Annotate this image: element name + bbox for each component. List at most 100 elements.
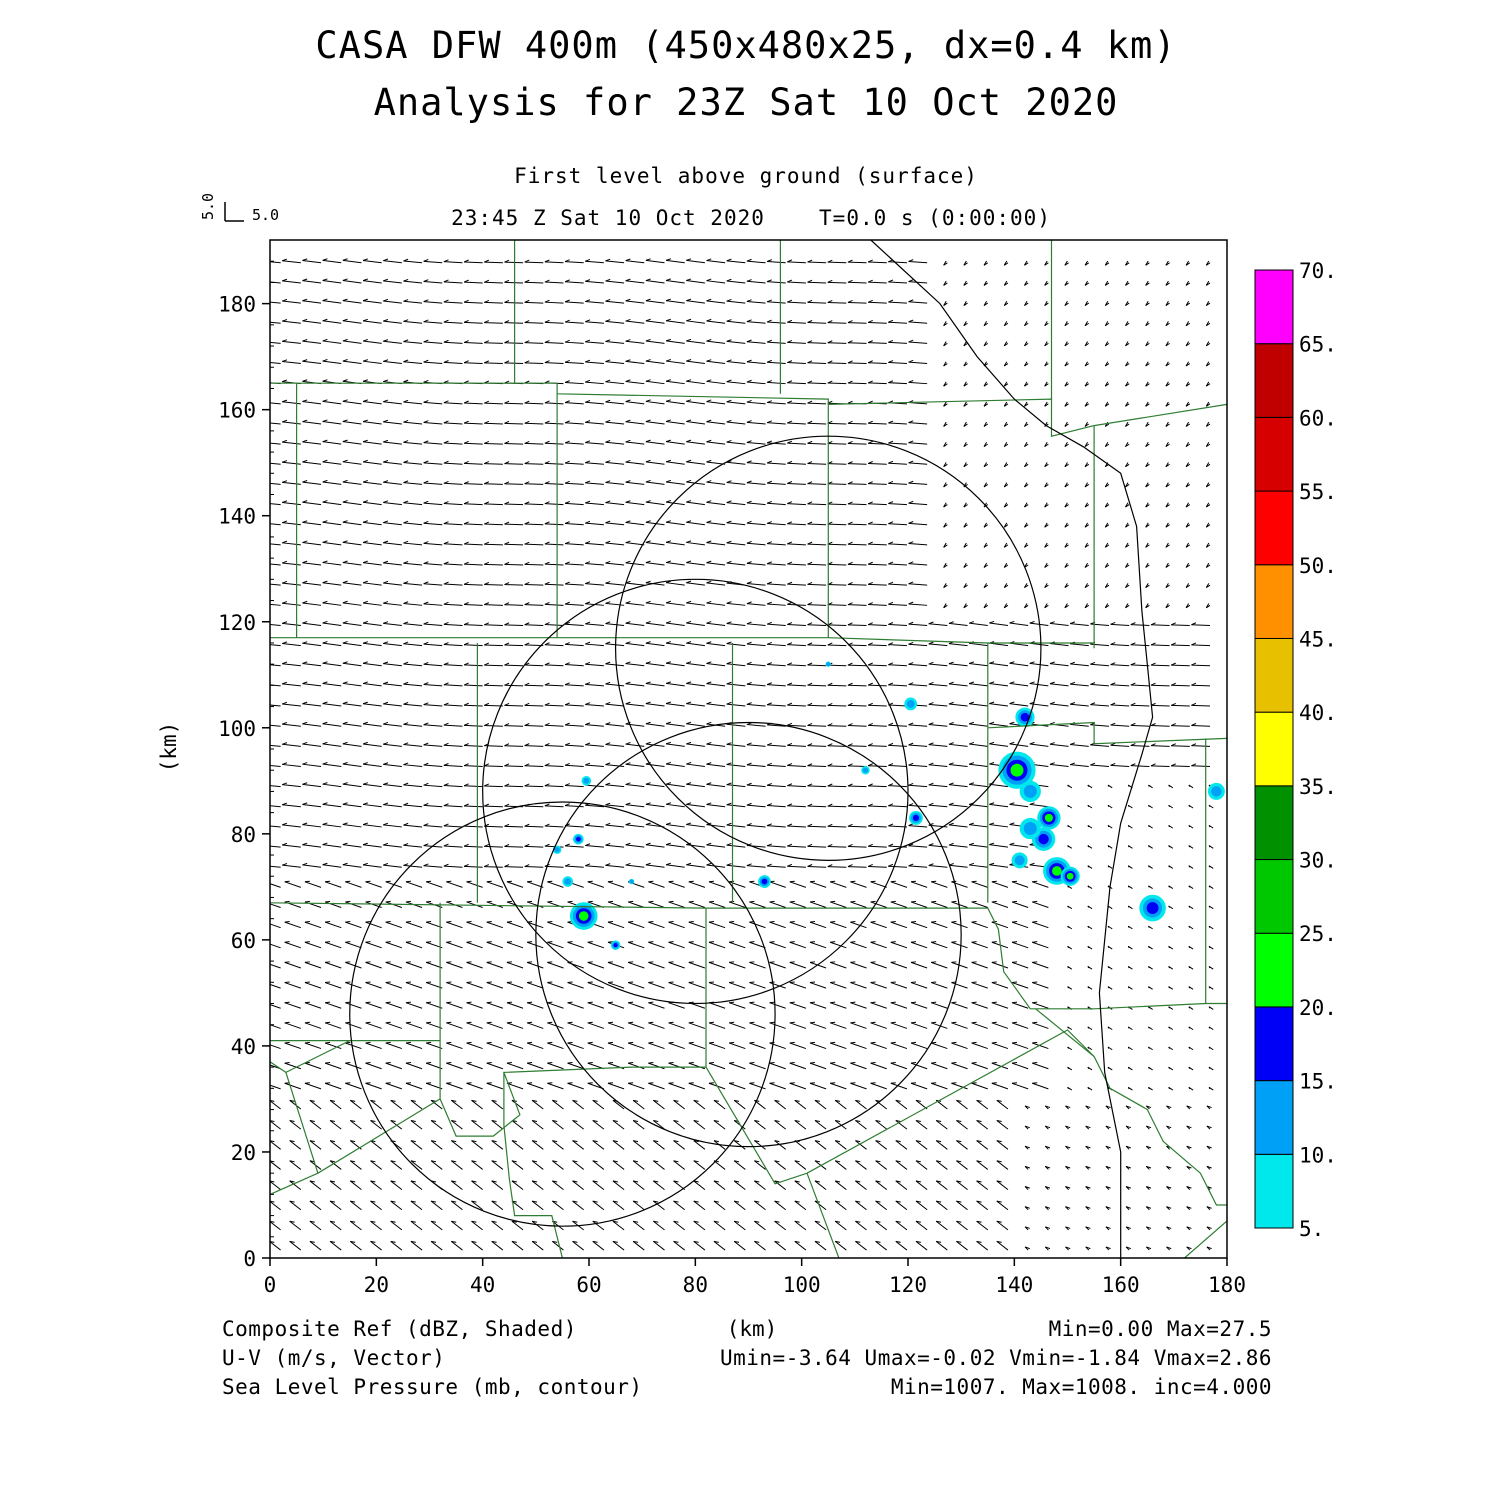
wind-vector xyxy=(405,1062,423,1070)
wind-vector xyxy=(362,701,382,707)
wind-vector xyxy=(653,1099,665,1110)
wind-vector xyxy=(665,600,685,606)
wind-vector xyxy=(284,941,302,949)
wind-vector xyxy=(484,320,503,324)
wind-vector xyxy=(302,621,322,626)
wind-vector xyxy=(807,843,827,848)
wind-vector xyxy=(693,1160,706,1170)
wind-vector xyxy=(362,721,382,727)
wind-vector xyxy=(471,1119,483,1130)
x-tick-label: 20 xyxy=(364,1273,389,1297)
wind-vector xyxy=(708,1062,726,1070)
wind-vector xyxy=(746,762,766,767)
wind-vector xyxy=(486,1062,504,1070)
y-tick-label: 160 xyxy=(218,399,256,423)
wind-vector xyxy=(827,380,847,385)
wind-vector xyxy=(463,561,483,566)
wind-vector xyxy=(443,702,463,707)
wind-vector xyxy=(749,961,766,969)
wind-vector xyxy=(605,460,625,465)
wind-vector xyxy=(963,603,968,609)
wind-vector xyxy=(504,441,524,445)
wind-vector xyxy=(996,1240,1009,1251)
wind-vector xyxy=(706,339,726,344)
wind-vector xyxy=(423,400,443,405)
wind-vector xyxy=(585,420,604,425)
wind-vector xyxy=(430,1160,443,1170)
wind-vector xyxy=(486,1082,504,1090)
wind-vector xyxy=(605,480,625,485)
wind-vector xyxy=(908,420,928,425)
wind-vector xyxy=(304,981,322,989)
wind-vector xyxy=(403,661,423,667)
wind-vector xyxy=(329,1140,342,1150)
wind-vector xyxy=(807,581,827,586)
wind-vector xyxy=(847,723,867,727)
wind-vector xyxy=(706,621,726,626)
wind-vector xyxy=(956,1180,968,1190)
wind-vector xyxy=(390,1200,403,1211)
wind-vector xyxy=(284,921,302,929)
wind-vector xyxy=(996,1119,1009,1130)
wind-vector xyxy=(827,320,847,324)
wind-vector xyxy=(504,541,524,546)
wind-vector xyxy=(385,921,403,929)
reflectivity-cell xyxy=(562,876,574,887)
wind-vector xyxy=(585,279,604,284)
wind-vector xyxy=(746,440,766,445)
wind-vector xyxy=(592,1220,605,1231)
wind-vector xyxy=(991,900,1009,909)
wind-vector xyxy=(867,541,887,546)
wind-vector xyxy=(370,1240,382,1251)
wind-vector xyxy=(625,560,645,566)
wind-vector xyxy=(564,299,584,304)
wind-vector xyxy=(726,863,746,868)
wind-vector xyxy=(928,681,948,687)
wind-vector xyxy=(383,399,402,405)
wind-vector xyxy=(504,561,524,566)
wind-vector xyxy=(284,1021,302,1029)
wind-vector xyxy=(789,1041,807,1050)
wind-vector xyxy=(888,642,907,647)
wind-vector xyxy=(867,722,887,727)
wind-vector xyxy=(983,301,989,306)
wind-vector xyxy=(450,1180,463,1190)
wind-vector xyxy=(908,722,928,727)
wind-vector xyxy=(746,661,766,667)
wind-vector xyxy=(362,762,382,767)
wind-vector xyxy=(484,259,503,264)
wind-vector xyxy=(506,981,524,989)
wind-vector xyxy=(794,1240,807,1251)
wind-vector xyxy=(673,1240,686,1251)
wind-vector xyxy=(304,880,322,888)
wind-vector xyxy=(504,682,524,687)
wind-vector xyxy=(665,459,685,465)
wind-vector xyxy=(324,1041,342,1050)
wind-vector xyxy=(309,1119,322,1130)
wind-vector xyxy=(888,622,907,626)
wind-vector xyxy=(665,620,685,626)
wind-vector xyxy=(850,1082,867,1090)
wind-vector xyxy=(766,500,786,506)
wind-vector xyxy=(564,460,584,465)
wind-vector xyxy=(572,1160,584,1170)
wind-vector xyxy=(726,520,746,526)
wind-vector xyxy=(625,339,645,344)
wind-vector xyxy=(342,278,362,284)
wind-vector xyxy=(948,661,968,667)
wind-vector xyxy=(547,921,564,929)
wind-vector xyxy=(342,359,362,365)
wind-vector xyxy=(370,1180,382,1190)
wind-vector xyxy=(749,1082,766,1090)
wind-vector xyxy=(834,1240,847,1251)
wind-vector xyxy=(653,1180,665,1190)
wind-vector xyxy=(362,741,382,747)
wind-vector xyxy=(592,1180,605,1190)
wind-vector xyxy=(423,541,443,546)
wind-vector xyxy=(587,981,605,989)
wind-vector xyxy=(645,842,665,848)
wind-vector xyxy=(547,981,564,989)
wind-vector xyxy=(526,1082,544,1090)
wind-vector xyxy=(766,621,786,626)
wind-vector xyxy=(463,299,483,304)
